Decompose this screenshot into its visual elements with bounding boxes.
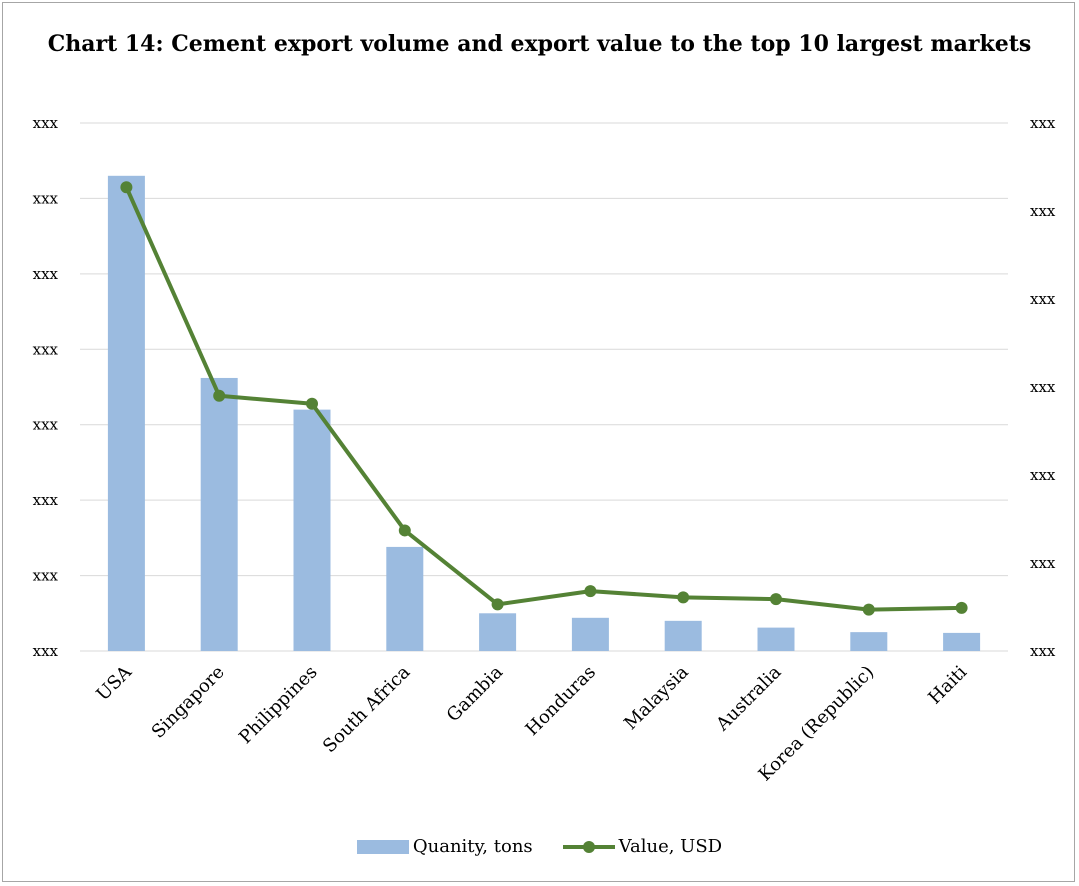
right-tick-label: xxx (1030, 290, 1056, 308)
line-point (398, 524, 411, 537)
bar (107, 175, 145, 652)
legend-item-quantity: Quanity, tons (356, 836, 533, 857)
bar (479, 613, 517, 651)
category-label: Philippines (235, 662, 321, 748)
bar (757, 627, 795, 651)
line-point (213, 389, 226, 402)
right-tick-label: xxx (1030, 114, 1056, 132)
left-tick-label: xxx (33, 416, 59, 434)
right-tick-label: xxx (1030, 642, 1056, 660)
category-label: Honduras (522, 662, 600, 740)
line-point (584, 585, 597, 598)
right-tick-label: xxx (1030, 554, 1056, 572)
legend-swatch-line (562, 840, 615, 853)
line-point (677, 591, 690, 604)
bar (293, 409, 331, 651)
left-tick-label: xxx (33, 340, 59, 358)
bar (200, 377, 238, 651)
line-point (955, 601, 968, 614)
chart-title: Chart 14: Cement export volume and expor… (47, 31, 1032, 57)
series-line (124, 186, 962, 612)
left-tick-label: xxx (33, 265, 59, 283)
legend-item-value: Value, USD (562, 836, 723, 857)
right-tick-label: xxx (1030, 466, 1056, 484)
line-point (862, 603, 875, 616)
category-label: South Africa (319, 661, 415, 757)
category-label: Malaysia (620, 661, 693, 734)
line-point (770, 593, 782, 606)
left-tick-label: xxx (33, 642, 59, 660)
right-axis-ticks: xxx xxx xxx xxx xxx xxx xxx (1030, 114, 1056, 660)
line-point (491, 598, 504, 611)
legend-label-value: Value, USD (618, 836, 723, 857)
right-tick-label: xxx (1030, 378, 1056, 396)
left-tick-label: xxx (33, 567, 59, 585)
bar (571, 617, 609, 651)
bar (850, 632, 888, 651)
left-tick-label: xxx (33, 114, 59, 132)
category-label: Singapore (148, 662, 229, 743)
category-label: USA (92, 661, 136, 705)
bar-series (107, 175, 981, 652)
line-point (306, 397, 318, 410)
line-series (120, 181, 968, 616)
line-point (120, 181, 133, 194)
left-tick-label: xxx (33, 189, 59, 207)
bar (664, 620, 702, 651)
category-label: Haiti (924, 662, 971, 709)
legend-swatch-bar (356, 839, 409, 854)
bar (943, 632, 981, 651)
category-label: Australia (712, 662, 786, 736)
legend-label-quantity: Quanity, tons (412, 836, 533, 857)
left-tick-label: xxx (33, 491, 59, 509)
right-tick-label: xxx (1030, 202, 1056, 220)
bar (386, 546, 424, 651)
legend: Quanity, tons Value, USD (0, 836, 1079, 857)
left-axis-ticks: xxx xxx xxx xxx xxx xxx xxx xxx (33, 114, 59, 660)
category-label: Gambia (443, 662, 508, 727)
